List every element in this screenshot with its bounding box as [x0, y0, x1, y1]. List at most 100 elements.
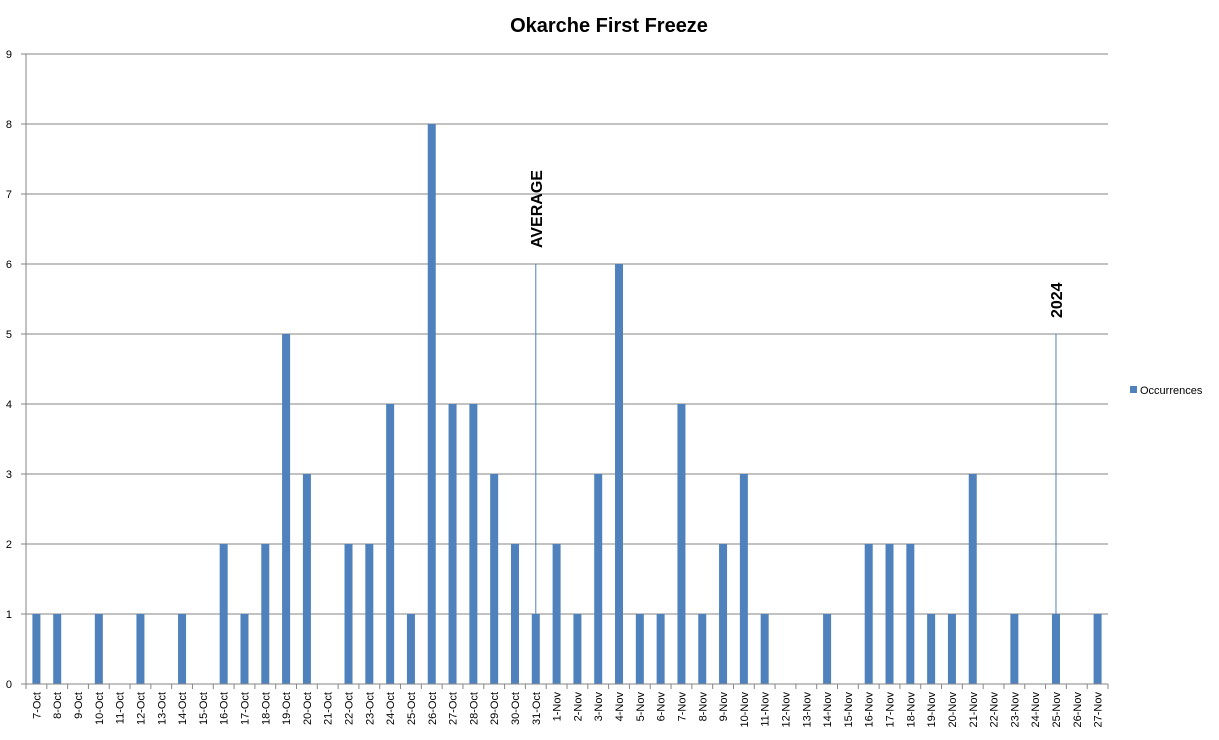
y-tick-labels: 0 1 2 3 4 5 6 7 8 9: [6, 49, 12, 691]
x-tick-label: 25-Nov: [1051, 692, 1063, 728]
y-tick-label: 1: [6, 609, 12, 621]
x-tick-label: 17-Nov: [885, 692, 897, 728]
bar-5-Nov: [635, 614, 644, 684]
x-tick-label: 7-Oct: [31, 692, 43, 719]
x-tick-label: 29-Oct: [489, 692, 501, 725]
x-tick-label: 12-Oct: [135, 692, 147, 725]
x-tick-label: 14-Nov: [822, 692, 834, 728]
gridlines: [26, 53, 1108, 615]
bar-12-Oct: [136, 614, 145, 684]
x-tick-label: 30-Oct: [510, 692, 522, 725]
x-tick-label: 23-Nov: [1009, 692, 1021, 728]
x-tick-label: 13-Nov: [801, 692, 813, 728]
bar-18-Oct: [261, 544, 270, 684]
x-tick-label: 13-Oct: [156, 692, 168, 725]
x-tick-label: 10-Nov: [739, 692, 751, 728]
bar-21-Nov: [968, 474, 977, 684]
y-tick-label: 0: [6, 679, 12, 691]
x-tick-label: 6-Nov: [656, 692, 668, 722]
annotation-label-average: AVERAGE: [529, 170, 546, 248]
bars: [32, 124, 1102, 684]
x-tick-label: 20-Oct: [302, 692, 314, 725]
x-tick-label: 9-Nov: [718, 692, 730, 722]
y-tick-label: 5: [6, 329, 12, 341]
annotation-label-2024: 2024: [1049, 282, 1066, 318]
x-tick-label: 22-Nov: [989, 692, 1001, 728]
bar-24-Oct: [386, 404, 395, 684]
bar-16-Nov: [864, 544, 873, 684]
bar-27-Nov: [1093, 614, 1102, 684]
legend: Occurrences: [1130, 385, 1203, 397]
legend-label-occurrences: Occurrences: [1140, 385, 1203, 397]
bar-25-Oct: [406, 614, 415, 684]
x-tick-label: 18-Oct: [260, 692, 272, 725]
chart-title: Okarche First Freeze: [510, 15, 708, 37]
legend-swatch-occurrences: [1130, 386, 1137, 393]
x-tick-label: 17-Oct: [239, 692, 251, 725]
bar-3-Nov: [594, 474, 603, 684]
y-tick-label: 3: [6, 469, 12, 481]
y-tick-label: 8: [6, 119, 12, 131]
bar-23-Oct: [365, 544, 374, 684]
x-tick-label: 14-Oct: [177, 692, 189, 725]
x-tick-label: 31-Oct: [531, 692, 543, 725]
axes: [21, 53, 1109, 689]
bar-8-Oct: [53, 614, 62, 684]
bar-1-Nov: [552, 544, 561, 684]
bar-20-Oct: [302, 474, 311, 684]
bar-6-Nov: [656, 614, 665, 684]
x-tick-label: 27-Nov: [1093, 692, 1105, 728]
bar-9-Nov: [719, 544, 728, 684]
x-tick-label: 26-Nov: [1072, 692, 1084, 728]
x-tick-label: 2-Nov: [572, 692, 584, 722]
bar-7-Nov: [677, 404, 686, 684]
bar-25-Nov: [1051, 614, 1060, 684]
x-tick-label: 18-Nov: [905, 692, 917, 728]
bar-22-Oct: [344, 544, 353, 684]
x-tick-label: 26-Oct: [427, 692, 439, 725]
x-tick-label: 7-Nov: [676, 692, 688, 722]
bar-4-Nov: [615, 264, 624, 684]
x-tick-label: 28-Oct: [468, 692, 480, 725]
x-tick-label: 22-Oct: [344, 692, 356, 725]
bar-10-Oct: [94, 614, 103, 684]
x-tick-label: 23-Oct: [364, 692, 376, 725]
bar-17-Nov: [885, 544, 894, 684]
x-tick-label: 4-Nov: [614, 692, 626, 722]
bar-26-Oct: [427, 124, 436, 684]
x-tick-label: 16-Oct: [219, 692, 231, 725]
x-tick-label: 27-Oct: [448, 692, 460, 725]
x-tick-label: 25-Oct: [406, 692, 418, 725]
x-tick-label: 11-Oct: [115, 692, 127, 724]
x-tick-label: 1-Nov: [552, 692, 564, 722]
bar-29-Oct: [490, 474, 499, 684]
x-tick-label: 20-Nov: [947, 692, 959, 728]
bar-16-Oct: [219, 544, 228, 684]
x-tick-label: 24-Oct: [385, 692, 397, 725]
y-tick-label: 7: [6, 189, 12, 201]
y-tick-label: 2: [6, 539, 12, 551]
x-tick-label: 3-Nov: [593, 692, 605, 722]
x-tick-label: 19-Oct: [281, 692, 293, 725]
x-tick-label: 19-Nov: [926, 692, 938, 728]
annotation-labels: AVERAGE 2024: [529, 170, 1066, 318]
x-tick-label: 24-Nov: [1030, 692, 1042, 728]
x-tick-label: 5-Nov: [635, 692, 647, 722]
x-tick-label: 15-Oct: [198, 692, 210, 725]
bar-14-Oct: [178, 614, 187, 684]
bar-30-Oct: [510, 544, 519, 684]
bar-27-Oct: [448, 404, 457, 684]
x-tick-label: 9-Oct: [73, 692, 85, 719]
x-tick-label: 8-Oct: [52, 692, 64, 719]
bar-2-Nov: [573, 614, 582, 684]
bar-17-Oct: [240, 614, 249, 684]
bar-14-Nov: [823, 614, 832, 684]
bar-11-Nov: [760, 614, 769, 684]
x-tick-label: 8-Nov: [697, 692, 709, 722]
bar-18-Nov: [906, 544, 915, 684]
x-tick-label: 21-Nov: [968, 692, 980, 728]
x-tick-labels: 7-Oct 8-Oct 9-Oct 10-Oct 11-Oct 12-Oct 13-Oct 1…: [31, 692, 1104, 728]
bar-19-Nov: [927, 614, 936, 684]
x-tick-label: 11-Nov: [760, 692, 772, 727]
x-tick-label: 15-Nov: [843, 692, 855, 728]
